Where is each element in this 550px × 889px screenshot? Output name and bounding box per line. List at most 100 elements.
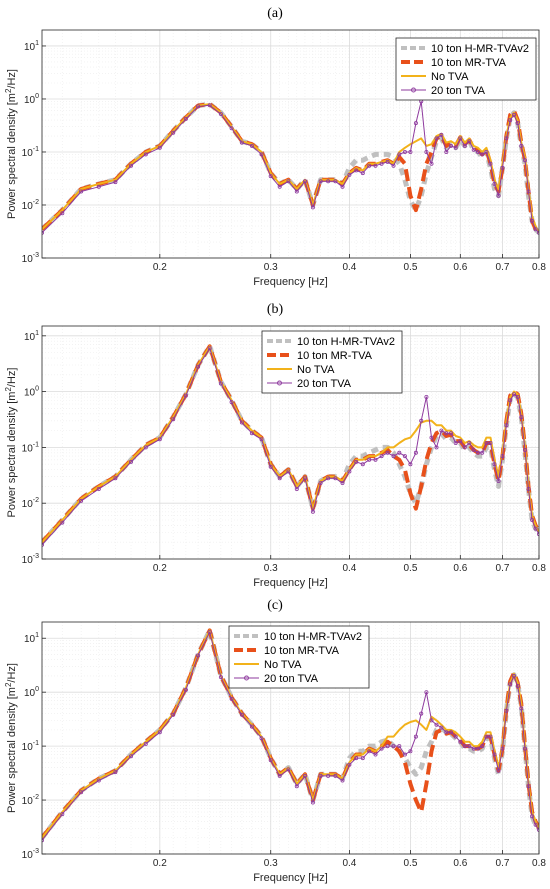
data-point	[515, 121, 520, 126]
data-point	[512, 112, 517, 117]
data-point	[340, 778, 345, 783]
data-point	[500, 165, 505, 170]
legend-label: No TVA	[431, 71, 469, 83]
data-point	[500, 746, 505, 751]
x-tick-label: 0.6	[453, 858, 467, 869]
data-point	[318, 773, 323, 778]
data-point	[143, 152, 148, 157]
data-point	[96, 778, 101, 783]
data-point	[533, 227, 538, 232]
data-point	[508, 398, 513, 403]
data-point	[408, 462, 413, 467]
data-point	[402, 454, 407, 459]
y-tick-label: 101	[24, 632, 39, 645]
data-point	[471, 746, 476, 751]
data-point	[259, 736, 264, 741]
data-point	[523, 447, 528, 452]
data-point	[397, 152, 402, 157]
data-point	[367, 163, 372, 168]
data-point	[391, 744, 396, 749]
data-point	[249, 431, 254, 436]
legend: 10 ton H-MR-TVAv2 10 ton MR-TVA No TVA 20 t…	[395, 37, 537, 101]
data-point	[207, 346, 212, 351]
data-point	[379, 746, 384, 751]
data-point	[434, 722, 439, 727]
data-point	[171, 712, 176, 717]
data-point	[484, 734, 489, 739]
data-point	[128, 754, 133, 759]
legend-label: 20 ton TVA	[431, 85, 486, 97]
legend-label: 10 ton MR-TVA	[264, 645, 340, 657]
chart-panel-a: (a) 0.2 0.3 0.4 0.5 0.6 0.7 0.8 10-3 10-2 10-1 100 1…	[4, 6, 546, 288]
data-point	[429, 435, 434, 440]
series-line-20-ton-tva	[42, 631, 539, 841]
data-point	[354, 756, 359, 761]
data-point	[444, 730, 449, 735]
data-point	[310, 509, 315, 514]
data-point	[537, 230, 539, 235]
data-point	[453, 734, 458, 739]
x-tick-label: 0.8	[532, 858, 546, 869]
x-axis-label: Frequency [Hz]	[253, 872, 328, 884]
data-point	[196, 364, 201, 369]
data-point	[294, 784, 299, 789]
y-tick-label: 100	[24, 386, 39, 399]
data-point	[526, 486, 531, 491]
y-tick-label: 10-3	[22, 848, 39, 861]
x-tick-label: 0.5	[403, 858, 417, 869]
legend-label: 20 ton TVA	[297, 378, 352, 390]
data-point	[488, 161, 493, 166]
data-point	[458, 739, 463, 744]
y-tick-label: 101	[24, 330, 39, 343]
y-tick-label: 10-3	[22, 553, 39, 566]
data-point	[128, 459, 133, 464]
data-point	[326, 476, 331, 481]
data-point	[302, 476, 307, 481]
x-tick-label: 0.6	[453, 563, 467, 574]
data-point	[79, 498, 84, 503]
legend-label: No TVA	[264, 659, 302, 671]
data-point	[475, 450, 480, 455]
x-tick-label: 0.6	[453, 262, 467, 273]
data-point	[408, 149, 413, 154]
data-point	[408, 749, 413, 754]
data-point	[326, 773, 331, 778]
data-point	[471, 447, 476, 452]
data-point	[347, 172, 352, 177]
data-point	[113, 770, 118, 775]
data-point	[458, 439, 463, 444]
data-point	[480, 450, 485, 455]
data-point	[515, 394, 520, 399]
data-point	[171, 130, 176, 135]
data-point	[448, 143, 453, 148]
data-point	[379, 161, 384, 166]
x-tick-label: 0.7	[496, 563, 510, 574]
data-point	[183, 116, 188, 121]
data-point	[157, 437, 162, 442]
data-point	[367, 749, 372, 754]
data-point	[413, 121, 418, 126]
y-tick-label: 10-2	[22, 794, 39, 807]
data-point	[385, 744, 390, 749]
data-point	[453, 440, 458, 445]
x-tick-label: 0.3	[264, 262, 278, 273]
data-point	[523, 746, 528, 751]
data-point	[326, 179, 331, 184]
x-tick-label: 0.2	[153, 858, 167, 869]
data-point	[318, 480, 323, 485]
data-point	[397, 450, 402, 455]
data-point	[286, 179, 291, 184]
data-point	[504, 423, 509, 428]
data-point	[385, 450, 390, 455]
data-point	[347, 762, 352, 767]
x-tick-label: 0.3	[264, 858, 278, 869]
legend-label: 10 ton MR-TVA	[431, 57, 507, 69]
data-point	[373, 457, 378, 462]
data-point	[484, 440, 489, 445]
x-tick-label: 0.2	[153, 563, 167, 574]
x-tick-label: 0.8	[532, 262, 546, 273]
data-point	[259, 437, 264, 442]
series-group	[42, 627, 539, 843]
y-tick-label: 10-2	[22, 199, 39, 212]
